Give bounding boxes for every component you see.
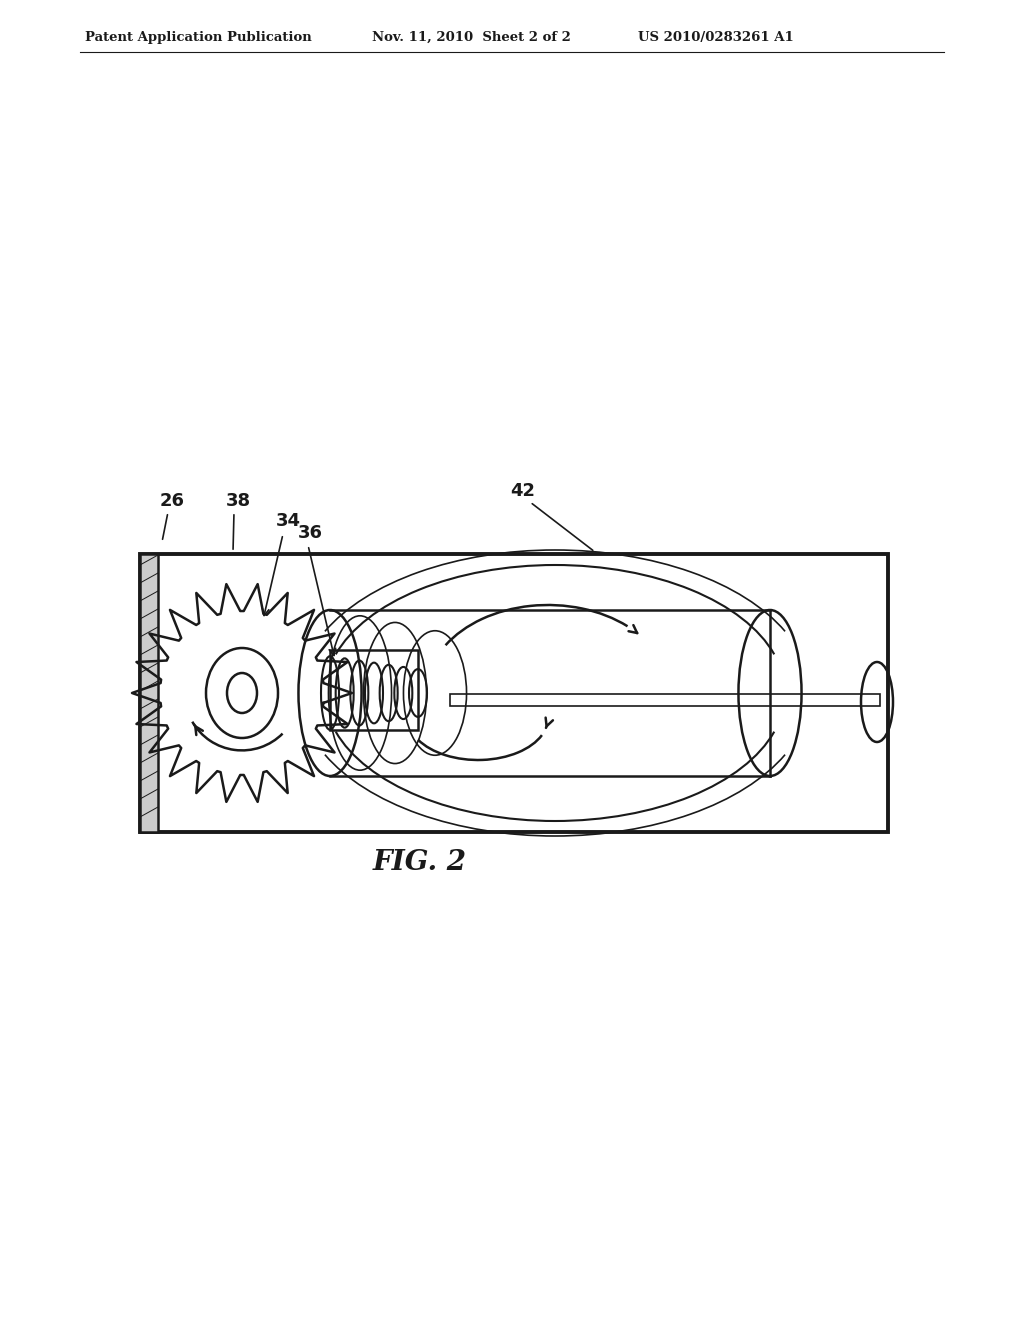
Text: 38: 38	[226, 492, 251, 510]
Text: 36: 36	[298, 524, 323, 543]
Text: FIG. 2: FIG. 2	[373, 849, 467, 875]
Text: US 2010/0283261 A1: US 2010/0283261 A1	[638, 30, 794, 44]
Bar	[330, 649, 418, 730]
Text: 42: 42	[510, 482, 535, 500]
Text: 34: 34	[276, 512, 301, 531]
Text: 26: 26	[160, 492, 185, 510]
Bar	[140, 554, 158, 832]
Bar	[450, 694, 880, 706]
Bar	[140, 554, 888, 832]
Text: Patent Application Publication: Patent Application Publication	[85, 30, 311, 44]
Text: Nov. 11, 2010  Sheet 2 of 2: Nov. 11, 2010 Sheet 2 of 2	[372, 30, 570, 44]
